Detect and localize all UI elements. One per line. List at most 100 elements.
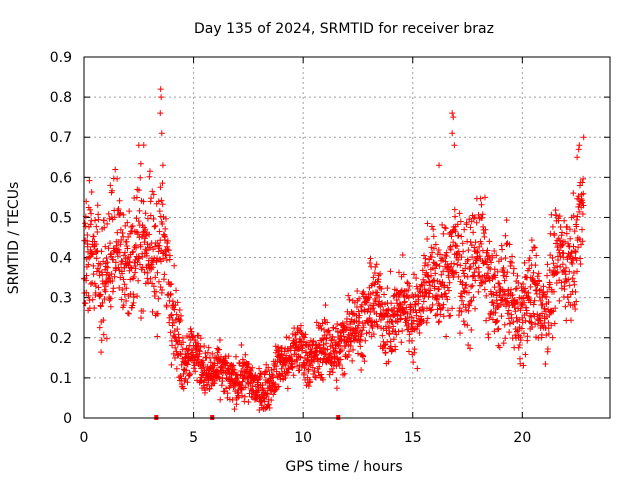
data-point	[362, 337, 369, 344]
data-point	[115, 246, 122, 253]
data-point	[411, 271, 418, 278]
data-point	[455, 273, 462, 280]
data-point	[366, 315, 373, 322]
data-point	[95, 216, 102, 223]
data-point	[166, 252, 173, 259]
data-point	[116, 284, 123, 291]
data-point	[539, 310, 546, 317]
data-point	[124, 219, 131, 226]
data-point	[494, 326, 501, 333]
data-point	[259, 402, 266, 409]
data-point	[470, 229, 477, 236]
data-point	[126, 258, 133, 265]
data-points	[81, 86, 587, 420]
data-point	[378, 285, 385, 292]
data-point	[576, 208, 583, 215]
data-point	[468, 327, 475, 334]
data-point	[217, 396, 224, 403]
data-point	[282, 372, 289, 379]
data-point	[389, 347, 396, 354]
data-point	[553, 270, 560, 277]
data-point	[400, 271, 407, 278]
data-point	[438, 271, 445, 278]
data-point	[177, 317, 184, 324]
data-point	[399, 327, 406, 334]
data-point	[423, 305, 430, 312]
data-point	[325, 327, 332, 334]
data-point	[462, 265, 469, 272]
data-point	[469, 272, 476, 279]
data-point	[110, 285, 117, 292]
data-point	[441, 224, 448, 231]
data-point	[104, 264, 111, 271]
data-point	[336, 361, 343, 368]
data-point	[411, 346, 418, 353]
data-point	[562, 303, 569, 310]
data-point	[528, 319, 535, 326]
data-point	[361, 308, 368, 315]
data-point	[133, 244, 140, 251]
data-point	[143, 247, 150, 254]
data-point	[119, 286, 126, 293]
data-point	[100, 217, 107, 224]
data-point	[85, 292, 92, 299]
data-point	[202, 354, 209, 361]
data-point	[320, 336, 327, 343]
data-point	[85, 261, 92, 268]
data-point	[517, 307, 524, 314]
data-point	[567, 235, 574, 242]
data-point	[406, 348, 413, 355]
data-point	[399, 252, 406, 259]
data-point	[320, 376, 327, 383]
data-point	[87, 221, 94, 228]
data-point	[145, 279, 152, 286]
data-point	[353, 318, 360, 325]
data-point	[184, 379, 191, 386]
data-point	[241, 393, 248, 400]
data-point	[379, 332, 386, 339]
data-point	[372, 297, 379, 304]
data-point	[508, 259, 515, 266]
data-point	[214, 349, 221, 356]
data-point	[390, 293, 397, 300]
data-point	[373, 318, 380, 325]
data-point	[91, 305, 98, 312]
data-point	[419, 292, 426, 299]
data-point	[456, 305, 463, 312]
data-point	[118, 237, 125, 244]
data-point	[84, 232, 91, 239]
data-point	[400, 292, 407, 299]
data-point	[531, 297, 538, 304]
data-point	[545, 330, 552, 337]
data-point	[233, 401, 240, 408]
data-point	[530, 244, 537, 251]
data-point	[500, 272, 507, 279]
data-point	[163, 215, 170, 222]
data-point	[580, 175, 587, 182]
data-point	[445, 287, 452, 294]
data-point	[169, 342, 176, 349]
data-point	[454, 221, 461, 228]
data-point	[189, 349, 196, 356]
data-point	[579, 238, 586, 245]
data-point	[180, 385, 187, 392]
data-point	[197, 343, 204, 350]
data-point	[338, 346, 345, 353]
data-point	[555, 217, 562, 224]
data-point	[482, 278, 489, 285]
data-point	[116, 197, 123, 204]
data-point	[93, 223, 100, 230]
data-point	[446, 279, 453, 286]
data-point	[556, 297, 563, 304]
data-point	[239, 378, 246, 385]
data-point	[159, 201, 166, 208]
data-point	[496, 344, 503, 351]
data-point	[534, 273, 541, 280]
data-point	[174, 326, 181, 333]
data-point	[461, 272, 468, 279]
data-point	[444, 296, 451, 303]
data-point	[460, 288, 467, 295]
data-point	[549, 334, 556, 341]
data-point	[88, 188, 95, 195]
data-point	[526, 312, 533, 319]
